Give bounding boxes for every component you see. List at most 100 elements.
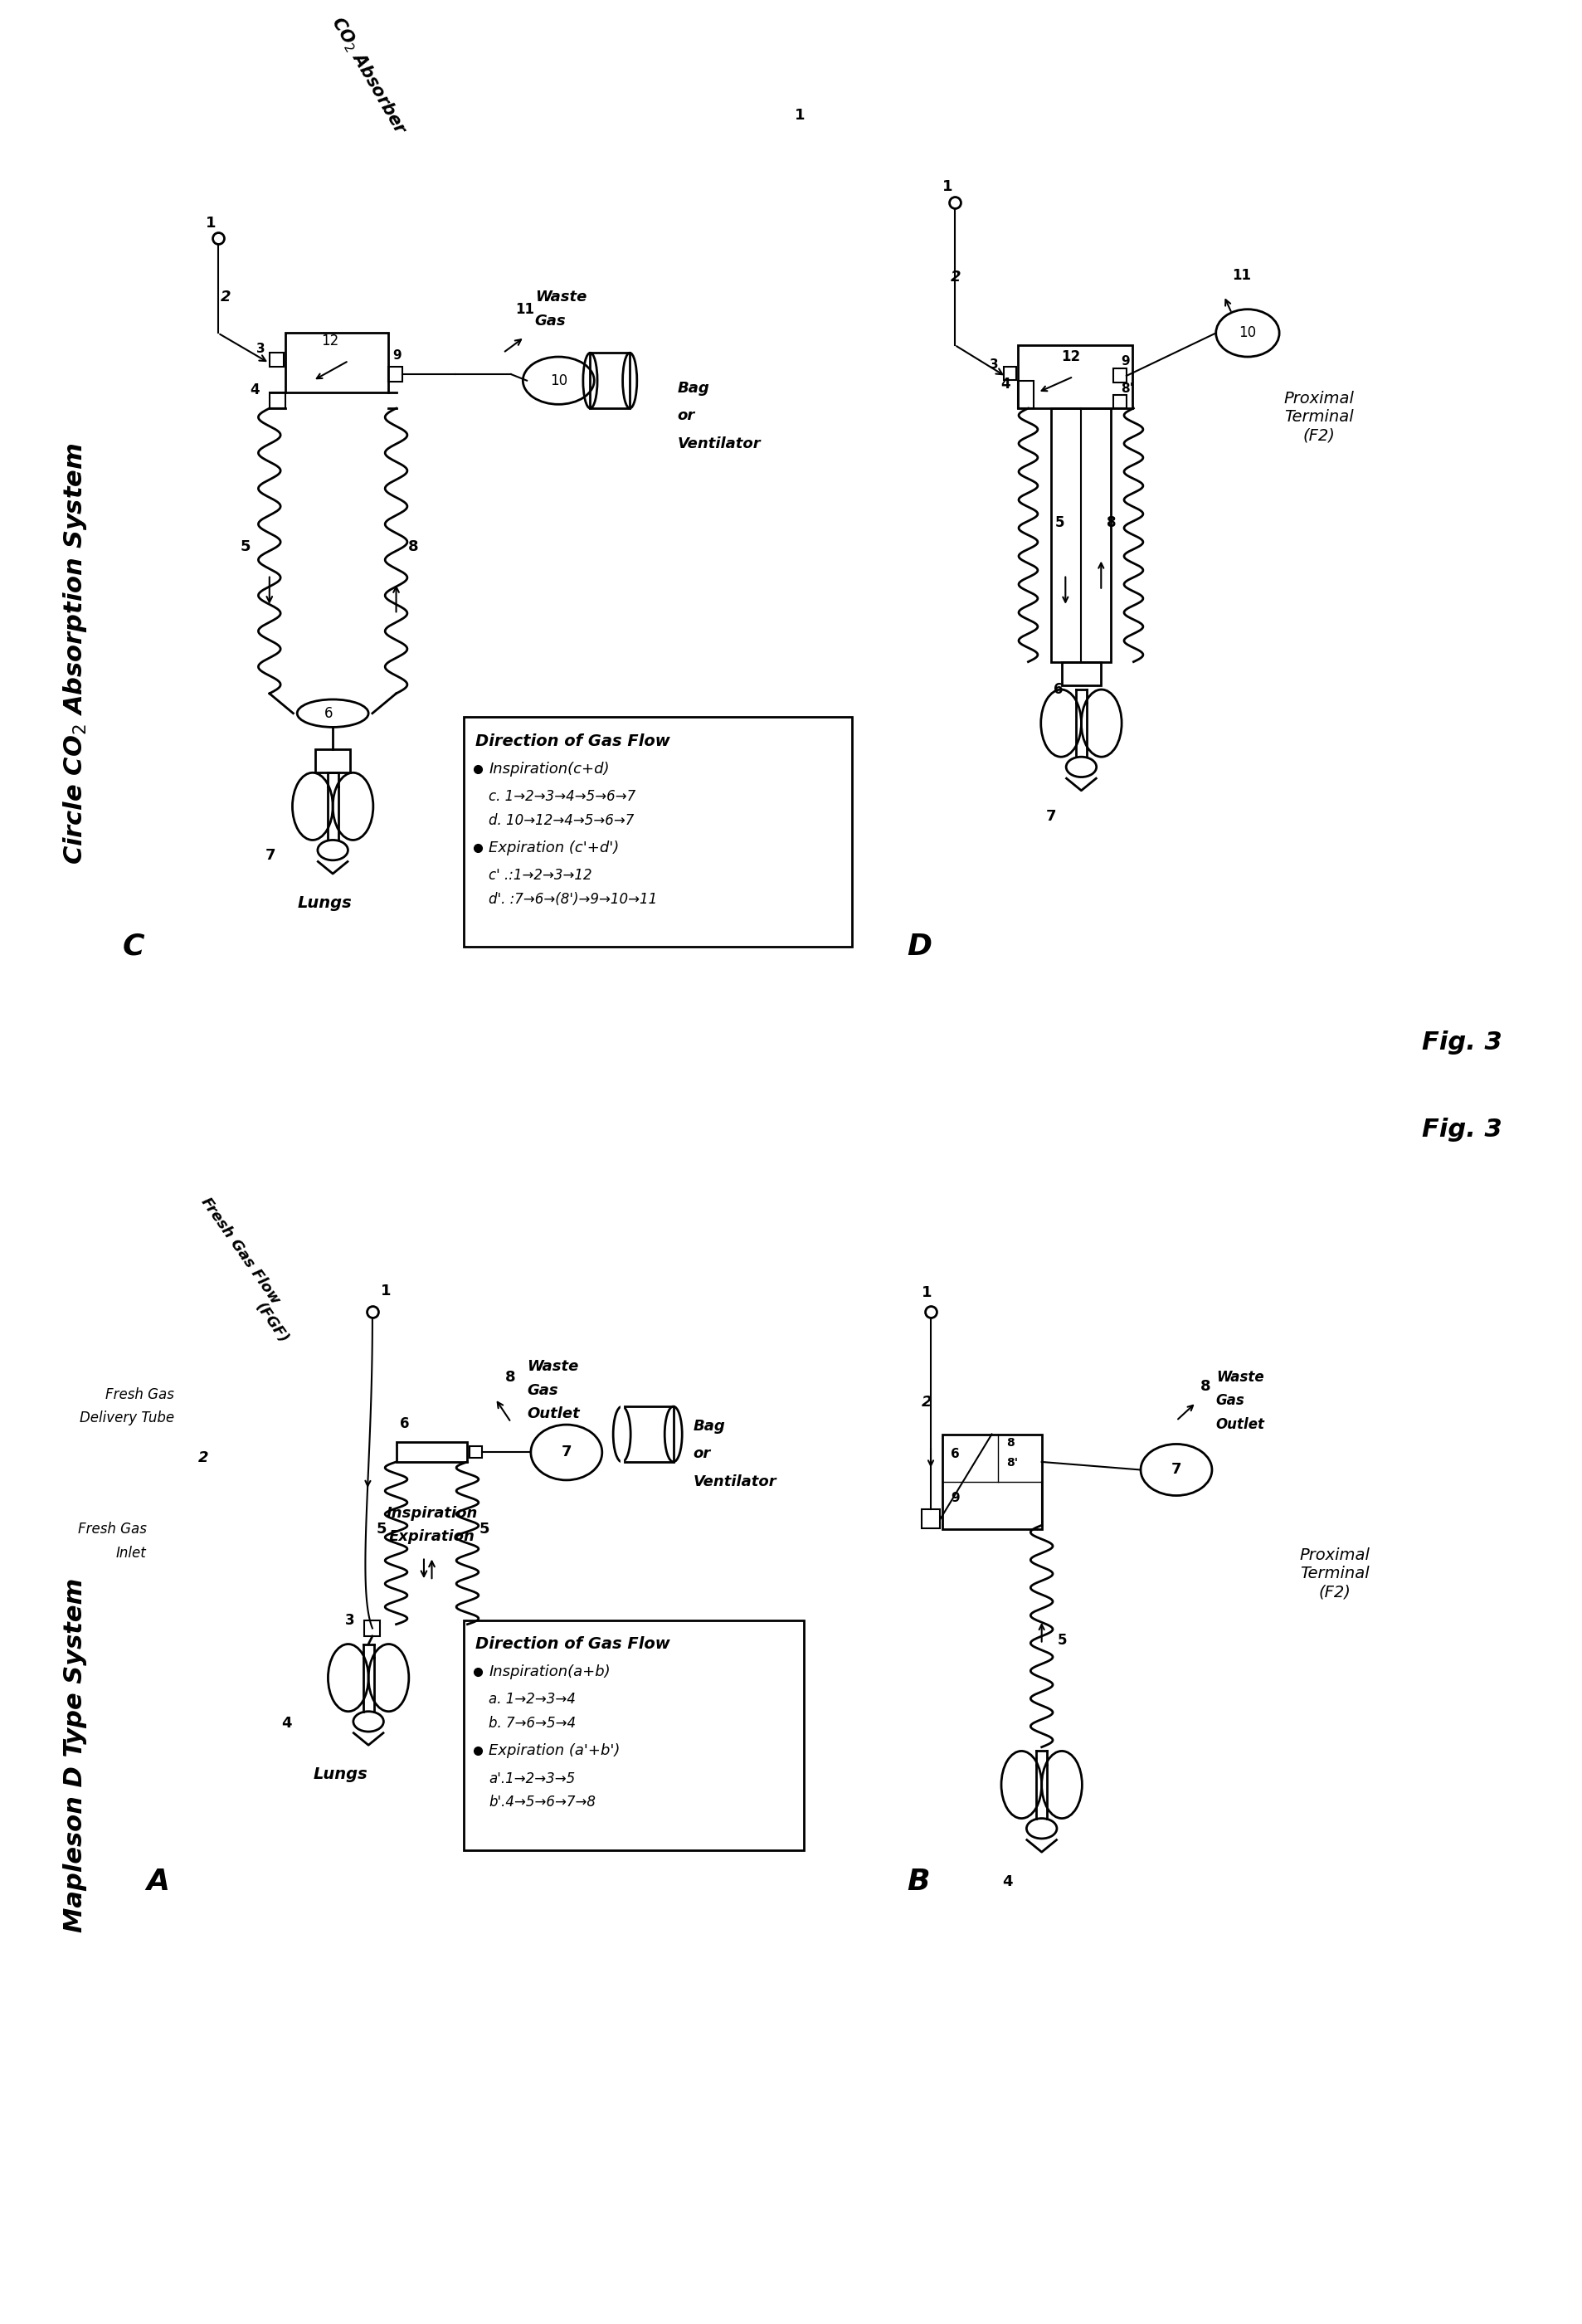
- Text: CO$_2$ Absorber: CO$_2$ Absorber: [326, 14, 410, 139]
- Text: 8: 8: [506, 1369, 516, 1385]
- Text: d. 10→12→4→5→6→7: d. 10→12→4→5→6→7: [489, 813, 634, 827]
- Text: Fig. 3: Fig. 3: [1422, 1032, 1503, 1055]
- Text: 1: 1: [921, 1285, 932, 1301]
- Text: 4: 4: [1000, 376, 1011, 393]
- Text: 7: 7: [562, 1446, 571, 1459]
- Text: Lungs: Lungs: [297, 895, 351, 911]
- Bar: [364, 1620, 380, 1636]
- Text: 12: 12: [1062, 349, 1081, 365]
- Text: Inspiration(a+b): Inspiration(a+b): [489, 1664, 611, 1680]
- Text: Inlet: Inlet: [115, 1545, 147, 1559]
- Text: 7: 7: [1171, 1462, 1182, 1478]
- Text: 9: 9: [392, 349, 400, 363]
- Bar: [622, 1406, 674, 1462]
- Text: 6: 6: [324, 706, 334, 720]
- Text: Outlet: Outlet: [1217, 1418, 1266, 1432]
- Text: Gas: Gas: [527, 1383, 558, 1397]
- Bar: [269, 353, 283, 367]
- Text: 6: 6: [1054, 681, 1063, 697]
- Text: Inspiration: Inspiration: [386, 1506, 478, 1520]
- Text: Direction of Gas Flow: Direction of Gas Flow: [475, 1636, 671, 1652]
- Text: 10: 10: [1239, 325, 1256, 342]
- Text: 2: 2: [198, 1450, 209, 1464]
- Text: or: or: [677, 409, 694, 423]
- Text: Gas: Gas: [1217, 1394, 1245, 1408]
- Text: b'.4→5→6→7→8: b'.4→5→6→7→8: [489, 1794, 596, 1810]
- Text: Waste: Waste: [527, 1360, 579, 1373]
- Text: a'.1→2→3→5: a'.1→2→3→5: [489, 1771, 576, 1787]
- Text: 7: 7: [266, 848, 275, 862]
- Text: 3: 3: [345, 1613, 354, 1627]
- Bar: [396, 1443, 467, 1462]
- Bar: [1017, 344, 1133, 409]
- Text: Mapleson D Type System: Mapleson D Type System: [63, 1578, 87, 1931]
- Text: 7: 7: [1046, 809, 1057, 823]
- Text: Ventilator: Ventilator: [693, 1473, 777, 1490]
- Text: 8: 8: [408, 539, 419, 553]
- Bar: [470, 1446, 481, 1457]
- Text: 8': 8': [1006, 1457, 1017, 1469]
- Bar: [464, 718, 851, 946]
- Text: B: B: [906, 1866, 930, 1896]
- Text: 5: 5: [240, 539, 250, 553]
- Text: 12: 12: [321, 332, 339, 349]
- Text: 3: 3: [256, 344, 264, 356]
- Text: Fresh Gas: Fresh Gas: [78, 1522, 147, 1536]
- Text: 1: 1: [206, 216, 217, 230]
- Text: 2: 2: [921, 1394, 932, 1411]
- Bar: [1003, 367, 1016, 379]
- Bar: [590, 353, 630, 409]
- Text: (FGF): (FGF): [253, 1299, 291, 1346]
- Bar: [464, 1620, 804, 1850]
- Text: Ventilator: Ventilator: [677, 437, 761, 451]
- Text: 3: 3: [989, 358, 998, 372]
- Bar: [1050, 409, 1111, 662]
- Text: c. 1→2→3→4→5→6→7: c. 1→2→3→4→5→6→7: [489, 788, 636, 804]
- Text: 1: 1: [943, 179, 952, 193]
- Text: a. 1→2→3→4: a. 1→2→3→4: [489, 1692, 576, 1708]
- Text: Fig. 3: Fig. 3: [1422, 1118, 1503, 1141]
- Text: Inspiration(c+d): Inspiration(c+d): [489, 762, 609, 776]
- Text: 2: 2: [951, 270, 960, 286]
- Bar: [1114, 395, 1126, 409]
- Text: c' .:1→2→3→12: c' .:1→2→3→12: [489, 869, 592, 883]
- Text: Bag: Bag: [677, 381, 709, 395]
- Text: C: C: [123, 932, 146, 960]
- Text: 4: 4: [1001, 1873, 1012, 1889]
- Text: 6: 6: [400, 1415, 410, 1432]
- Text: 5: 5: [1055, 516, 1065, 530]
- Bar: [315, 748, 350, 772]
- Text: Delivery Tube: Delivery Tube: [79, 1411, 174, 1425]
- Text: b. 7→6→5→4: b. 7→6→5→4: [489, 1715, 576, 1731]
- Bar: [285, 332, 388, 393]
- Bar: [943, 1434, 1041, 1529]
- Text: Waste: Waste: [535, 290, 587, 304]
- Text: 2: 2: [220, 290, 231, 304]
- Text: Circle CO$_2$ Absorption System: Circle CO$_2$ Absorption System: [62, 444, 89, 865]
- Bar: [1114, 370, 1126, 381]
- Text: Bag: Bag: [693, 1418, 725, 1434]
- Text: 4: 4: [282, 1715, 291, 1731]
- Text: Fresh Gas: Fresh Gas: [106, 1387, 174, 1401]
- Text: 1: 1: [380, 1283, 391, 1299]
- Text: 4: 4: [250, 383, 259, 397]
- Bar: [1017, 381, 1033, 409]
- Text: Outlet: Outlet: [527, 1406, 579, 1422]
- Text: 8: 8: [1107, 516, 1117, 530]
- Text: A: A: [147, 1866, 169, 1896]
- Text: 11: 11: [1232, 267, 1251, 284]
- Text: 9: 9: [951, 1492, 959, 1504]
- Text: 8: 8: [1201, 1378, 1210, 1394]
- Text: 8': 8': [1122, 383, 1134, 395]
- Text: 11: 11: [516, 302, 535, 316]
- Bar: [269, 393, 285, 409]
- Bar: [388, 367, 402, 381]
- Bar: [1062, 662, 1101, 686]
- Text: Lungs: Lungs: [313, 1766, 367, 1783]
- Text: Expiration (a'+b'): Expiration (a'+b'): [489, 1743, 620, 1759]
- Text: 5: 5: [479, 1522, 490, 1536]
- Bar: [921, 1508, 940, 1529]
- Text: or: or: [693, 1446, 710, 1462]
- Text: Expiration: Expiration: [389, 1529, 475, 1545]
- Text: 8: 8: [1006, 1436, 1014, 1448]
